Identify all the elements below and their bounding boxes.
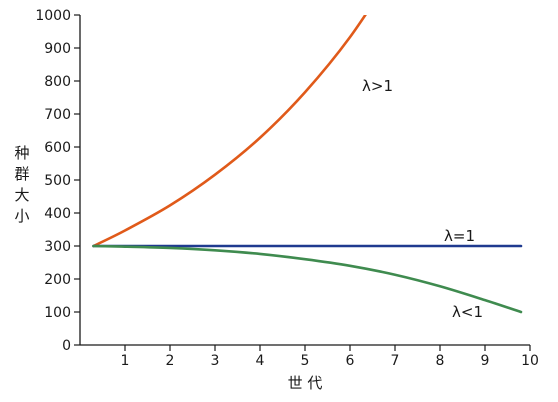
y-axis-label-char: 群 (14, 165, 29, 183)
x-axis-label: 世 代 (288, 374, 323, 392)
x-tick-label: 6 (346, 353, 355, 369)
series-layer (92, 15, 523, 314)
y-tick-label: 700 (44, 107, 71, 123)
y-tick-label: 0 (62, 338, 71, 354)
y-tick-label: 400 (44, 206, 71, 222)
x-tick-label: 3 (211, 353, 220, 369)
x-tick-label: 1 (121, 353, 130, 369)
y-axis-label-char: 种 (14, 144, 29, 162)
y-tick-label: 900 (44, 41, 71, 57)
y-tick-label: 200 (44, 272, 71, 288)
y-ticks: 0 100 200 300 400 500 600 700 800 900 1000 (35, 8, 80, 354)
x-ticks: 1 2 3 4 5 6 7 8 9 10 (121, 345, 539, 369)
y-axis-label-char: 大 (14, 186, 29, 204)
x-tick-label: 4 (256, 353, 265, 369)
series-label-lambda-lt-1: λ<1 (452, 303, 483, 321)
x-tick-label: 7 (391, 353, 400, 369)
y-axis: 0 100 200 300 400 500 600 700 800 900 1000 (35, 8, 81, 354)
x-tick-label: 8 (436, 353, 445, 369)
y-axis-label-char: 小 (14, 207, 29, 225)
x-axis: 1 2 3 4 5 6 7 8 9 10 (80, 344, 539, 369)
x-tick-label: 2 (166, 353, 175, 369)
x-tick-label: 10 (521, 353, 539, 369)
x-tick-label: 5 (301, 353, 310, 369)
series-line-0 (92, 15, 367, 248)
x-tick-label: 9 (481, 353, 490, 369)
series-label-lambda-eq-1: λ=1 (444, 227, 475, 245)
y-tick-label: 800 (44, 74, 71, 90)
y-tick-label: 1000 (35, 8, 71, 24)
y-tick-label: 500 (44, 173, 71, 189)
y-tick-label: 100 (44, 305, 71, 321)
series-line-2 (92, 244, 523, 314)
y-tick-label: 600 (44, 140, 71, 156)
y-tick-label: 300 (44, 239, 71, 255)
series-label-lambda-gt-1: λ>1 (362, 77, 393, 95)
